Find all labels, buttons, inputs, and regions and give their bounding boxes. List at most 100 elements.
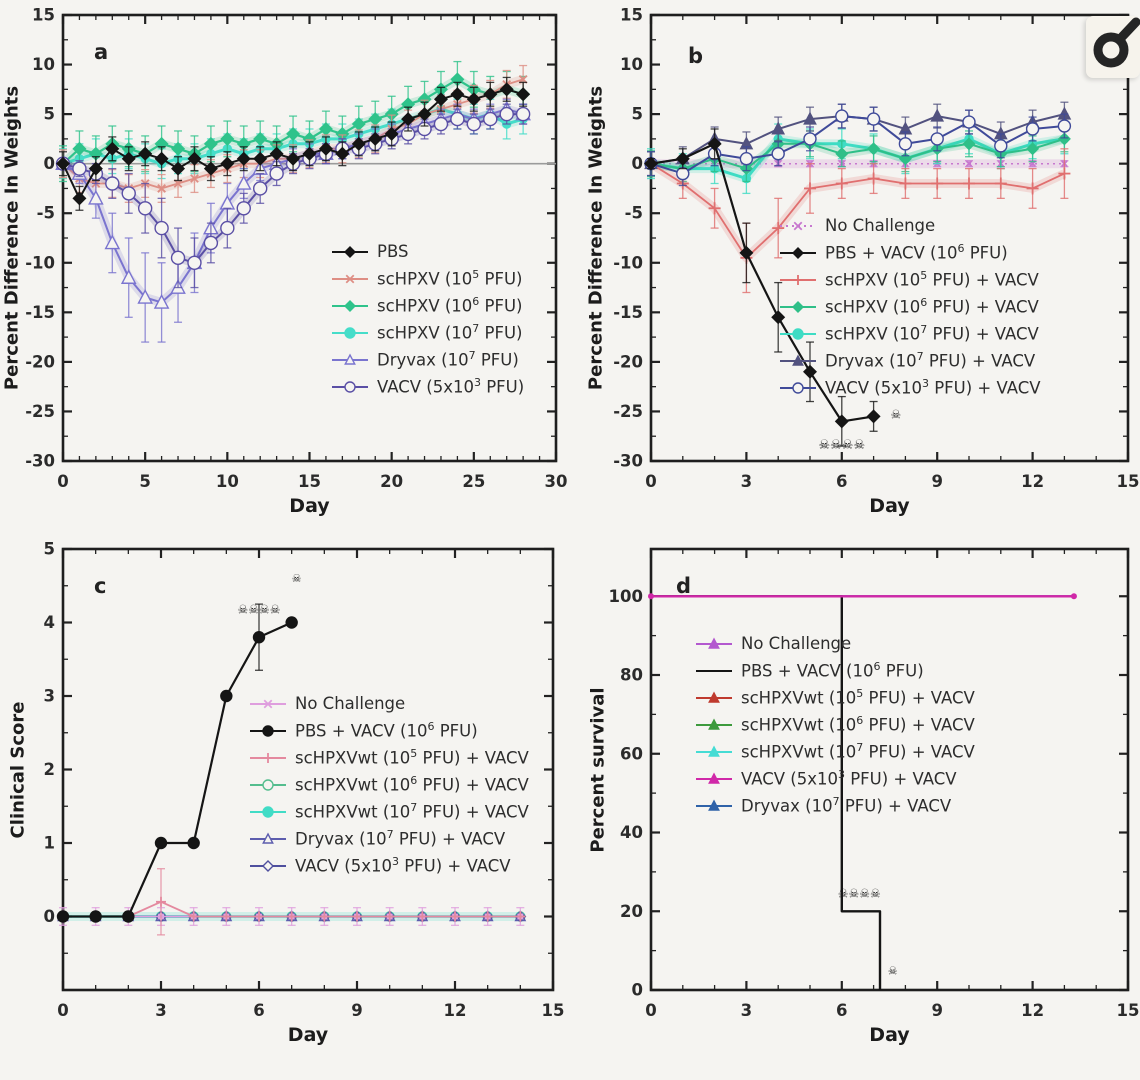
svg-text:6: 6 (253, 1001, 264, 1020)
svg-text:5: 5 (139, 472, 150, 491)
legend-marker (332, 274, 368, 283)
legend-label: scHPXV (105 PFU) (377, 268, 523, 289)
legend-a: PBS scHPXV (105 PFU) scHPXV (106 PFU) scHPX… (330, 238, 524, 400)
svg-text:12: 12 (1021, 1001, 1044, 1020)
legend-entry: VACV (5x103 PFU) + VACV (778, 374, 1041, 401)
legend-label: Dryvax (107 PFU) + VACV (741, 795, 952, 816)
svg-text:2: 2 (44, 760, 55, 779)
legend-entry: PBS + VACV (106 PFU) (778, 239, 1041, 266)
svg-text:1: 1 (44, 834, 55, 853)
legend-entry: scHPXV (106 PFU) + VACV (778, 293, 1041, 320)
legend-marker (780, 327, 816, 340)
legend-entry: PBS (330, 238, 524, 265)
svg-text:0: 0 (632, 981, 643, 1000)
svg-text:15: 15 (32, 6, 55, 25)
death-annotation: ☠ (890, 407, 901, 421)
series-vacv-5e3-vacv (644, 103, 1072, 187)
svg-text:5: 5 (632, 105, 643, 124)
svg-text:-25: -25 (25, 402, 55, 421)
x-axis-label-c: Day (287, 1024, 329, 1046)
x-axis-label-a: Day (289, 495, 330, 517)
magnifier-icon (1093, 17, 1140, 68)
legend-entry: scHPXV (107 PFU) + VACV (778, 320, 1041, 347)
svg-text:-5: -5 (625, 204, 643, 223)
svg-text:3: 3 (155, 1001, 166, 1020)
legend-entry: No Challenge (248, 690, 529, 717)
panel-c: 0 3 6 9 12 15 5 4 3 2 1 0 ☠☠☠☠ ☠ c Clinical Score Day… (0, 540, 570, 1080)
svg-text:-5: -5 (37, 204, 55, 223)
svg-text:5: 5 (44, 105, 55, 124)
death-annotation: ☠ (888, 964, 898, 977)
legend-label: scHPXV (107 PFU) + VACV (825, 323, 1039, 344)
death-annotation: ☠☠☠☠ (818, 438, 865, 453)
legend-entry: scHPXV (105 PFU) + VACV (778, 266, 1041, 293)
series-vacv-5e3-vacv (648, 593, 1077, 600)
svg-text:-20: -20 (613, 352, 643, 371)
legend-label: PBS + VACV (106 PFU) (741, 660, 924, 681)
legend-marker (250, 832, 286, 844)
legend-label: scHPXV (107 PFU) (377, 322, 523, 343)
series-pbs-vacv (644, 128, 881, 447)
legend-marker (332, 326, 368, 339)
svg-text:-20: -20 (25, 352, 55, 371)
legend-marker (780, 381, 816, 394)
panel-d: 0 3 6 9 12 15 100 80 60 40 20 0 ☠☠☠☠ ☠ d Percent surv… (570, 540, 1140, 1080)
legend-marker (250, 859, 286, 872)
svg-text:10: 10 (32, 55, 55, 74)
legend-entry: scHPXVwt (105 PFU) + VACV (248, 744, 529, 771)
svg-text:12: 12 (1021, 472, 1044, 491)
legend-entry: VACV (5x103 PFU) + VACV (248, 852, 529, 879)
death-annotation: ☠☠☠☠ (237, 603, 280, 617)
series-pbs (56, 76, 531, 211)
panel-letter-d: d (676, 574, 692, 598)
legend-label: No Challenge (295, 694, 406, 713)
legend-entry: PBS + VACV (106 PFU) (248, 717, 529, 744)
svg-text:9: 9 (931, 472, 942, 491)
legend-label: Dryvax (107 PFU) (377, 349, 519, 370)
svg-text:6: 6 (836, 472, 847, 491)
svg-text:3: 3 (741, 472, 752, 491)
legend-label: scHPXVwt (107 PFU) + VACV (741, 741, 975, 762)
panel-letter-b: b (688, 44, 704, 68)
legend-marker (696, 772, 732, 784)
legend-entry: scHPXV (106 PFU) (330, 292, 524, 319)
svg-text:80: 80 (620, 666, 643, 685)
svg-text:15: 15 (542, 1001, 565, 1020)
legend-marker (250, 699, 286, 708)
legend-label: VACV (5x103 PFU) (377, 376, 525, 397)
svg-text:15: 15 (1117, 1001, 1140, 1020)
legend-entry: scHPXVwt (106 PFU) + VACV (248, 771, 529, 798)
legend-entry: Dryvax (107 PFU) + VACV (778, 347, 1041, 374)
svg-text:-15: -15 (613, 303, 643, 322)
legend-entry: No Challenge (694, 630, 975, 657)
legend-marker (780, 221, 816, 230)
svg-text:25: 25 (462, 472, 485, 491)
svg-text:-15: -15 (25, 303, 55, 322)
zoom-button[interactable] (1086, 16, 1140, 78)
legend-label: Dryvax (107 PFU) + VACV (825, 350, 1036, 371)
legend-marker (250, 805, 286, 818)
legend-marker (696, 718, 732, 730)
legend-label: PBS + VACV (106 PFU) (295, 720, 478, 741)
svg-text:0: 0 (44, 907, 55, 926)
y-axis-label-d: Percent survival (587, 686, 609, 853)
legend-entry: Dryvax (107 PFU) + VACV (248, 825, 529, 852)
svg-text:0: 0 (57, 472, 68, 491)
svg-text:20: 20 (380, 472, 403, 491)
legend-label: scHPXV (106 PFU) (377, 295, 523, 316)
legend-marker (780, 300, 816, 313)
legend-entry: Dryvax (107 PFU) + VACV (694, 792, 975, 819)
svg-text:9: 9 (931, 1001, 942, 1020)
svg-text:60: 60 (620, 744, 643, 763)
legend-marker (696, 691, 732, 703)
legend-label: scHPXVwt (105 PFU) + VACV (741, 687, 975, 708)
svg-text:-30: -30 (613, 452, 643, 471)
legend-label: scHPXVwt (107 PFU) + VACV (295, 801, 529, 822)
legend-c: No Challenge PBS + VACV (106 PFU) scHPXVwt… (248, 690, 529, 879)
legend-marker (780, 274, 816, 285)
legend-b: No Challenge PBS + VACV (106 PFU) scHPXV (… (778, 212, 1041, 401)
svg-text:20: 20 (620, 902, 643, 921)
panel-a: 0 5 10 15 20 25 30 15 10 5 0 -5 -10 -15 -20 -25 -30 a Pe… (0, 0, 570, 540)
legend-label: VACV (5x103 PFU) + VACV (825, 377, 1041, 398)
svg-text:3: 3 (44, 687, 55, 706)
